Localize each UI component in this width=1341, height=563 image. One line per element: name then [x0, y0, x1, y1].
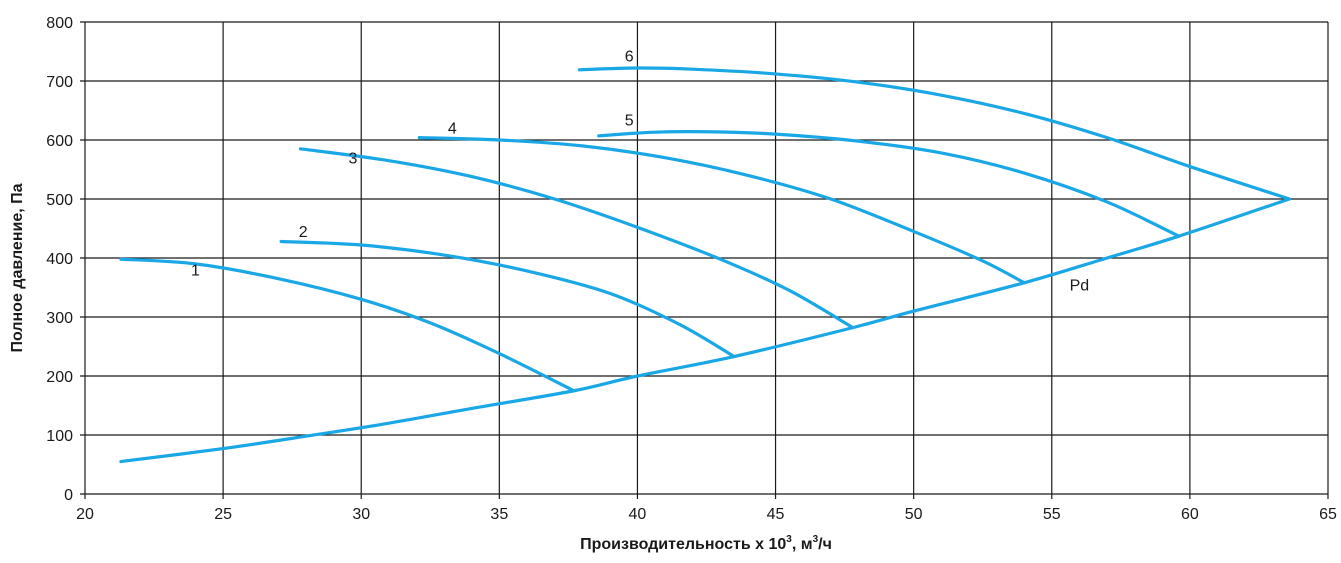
x-tick-label: 45	[767, 506, 785, 523]
y-tick-label: 500	[46, 192, 73, 209]
x-axis-title-unit-end: /ч	[818, 536, 832, 553]
x-axis-title-unit: , м	[792, 536, 813, 553]
curve-label-6: 6	[625, 49, 634, 66]
x-tick-label: 30	[352, 506, 370, 523]
y-tick-label: 400	[46, 251, 73, 268]
y-tick-label: 700	[46, 74, 73, 91]
y-tick-label: 300	[46, 310, 73, 327]
x-tick-label: 40	[629, 506, 647, 523]
curve-label-2: 2	[299, 224, 308, 241]
x-tick-labels: 20 25 30 35 40 45 50 55 60 65	[76, 506, 1337, 523]
series-line-3	[298, 147, 855, 330]
x-tick-label: 35	[490, 506, 508, 523]
y-tick-labels: 0 100 200 300 400 500 600 700 800	[46, 15, 73, 504]
x-tick-label: 50	[905, 506, 923, 523]
series-line-1	[119, 257, 576, 393]
series-line-2	[279, 239, 736, 359]
x-tick-label: 55	[1043, 506, 1061, 523]
curve-label-1: 1	[191, 263, 200, 280]
y-tick-label: 200	[46, 369, 73, 386]
x-axis-title-exponent: 3	[786, 534, 792, 545]
y-tick-label: 800	[46, 15, 73, 32]
curve-label-5: 5	[625, 112, 634, 129]
series-line-4	[417, 136, 1026, 285]
y-tick-label: 0	[64, 487, 73, 504]
y-axis-title: Полное давление, Па	[9, 183, 26, 352]
series-line-Pd	[119, 197, 1291, 464]
series-line-5	[597, 130, 1181, 238]
x-tick-label: 25	[214, 506, 232, 523]
curve-label-Pd: Pd	[1070, 277, 1090, 294]
grid	[80, 21, 1329, 499]
x-axis-title: Производительность х 103, м3/ч	[580, 534, 832, 553]
curve-labels: 1 2 3 4 5 6 Pd	[191, 49, 1089, 295]
x-axis-title-prefix: Производительность х 10	[580, 536, 786, 553]
curve-label-4: 4	[448, 121, 457, 138]
y-tick-label: 600	[46, 133, 73, 150]
y-tick-label: 100	[46, 428, 73, 445]
series-lines	[119, 66, 1291, 464]
series-line-6	[577, 66, 1291, 201]
x-tick-label: 65	[1319, 506, 1337, 523]
curve-label-3: 3	[348, 151, 357, 168]
x-tick-label: 60	[1181, 506, 1199, 523]
x-tick-label: 20	[76, 506, 94, 523]
x-axis-title-unit-exponent: 3	[813, 534, 819, 545]
